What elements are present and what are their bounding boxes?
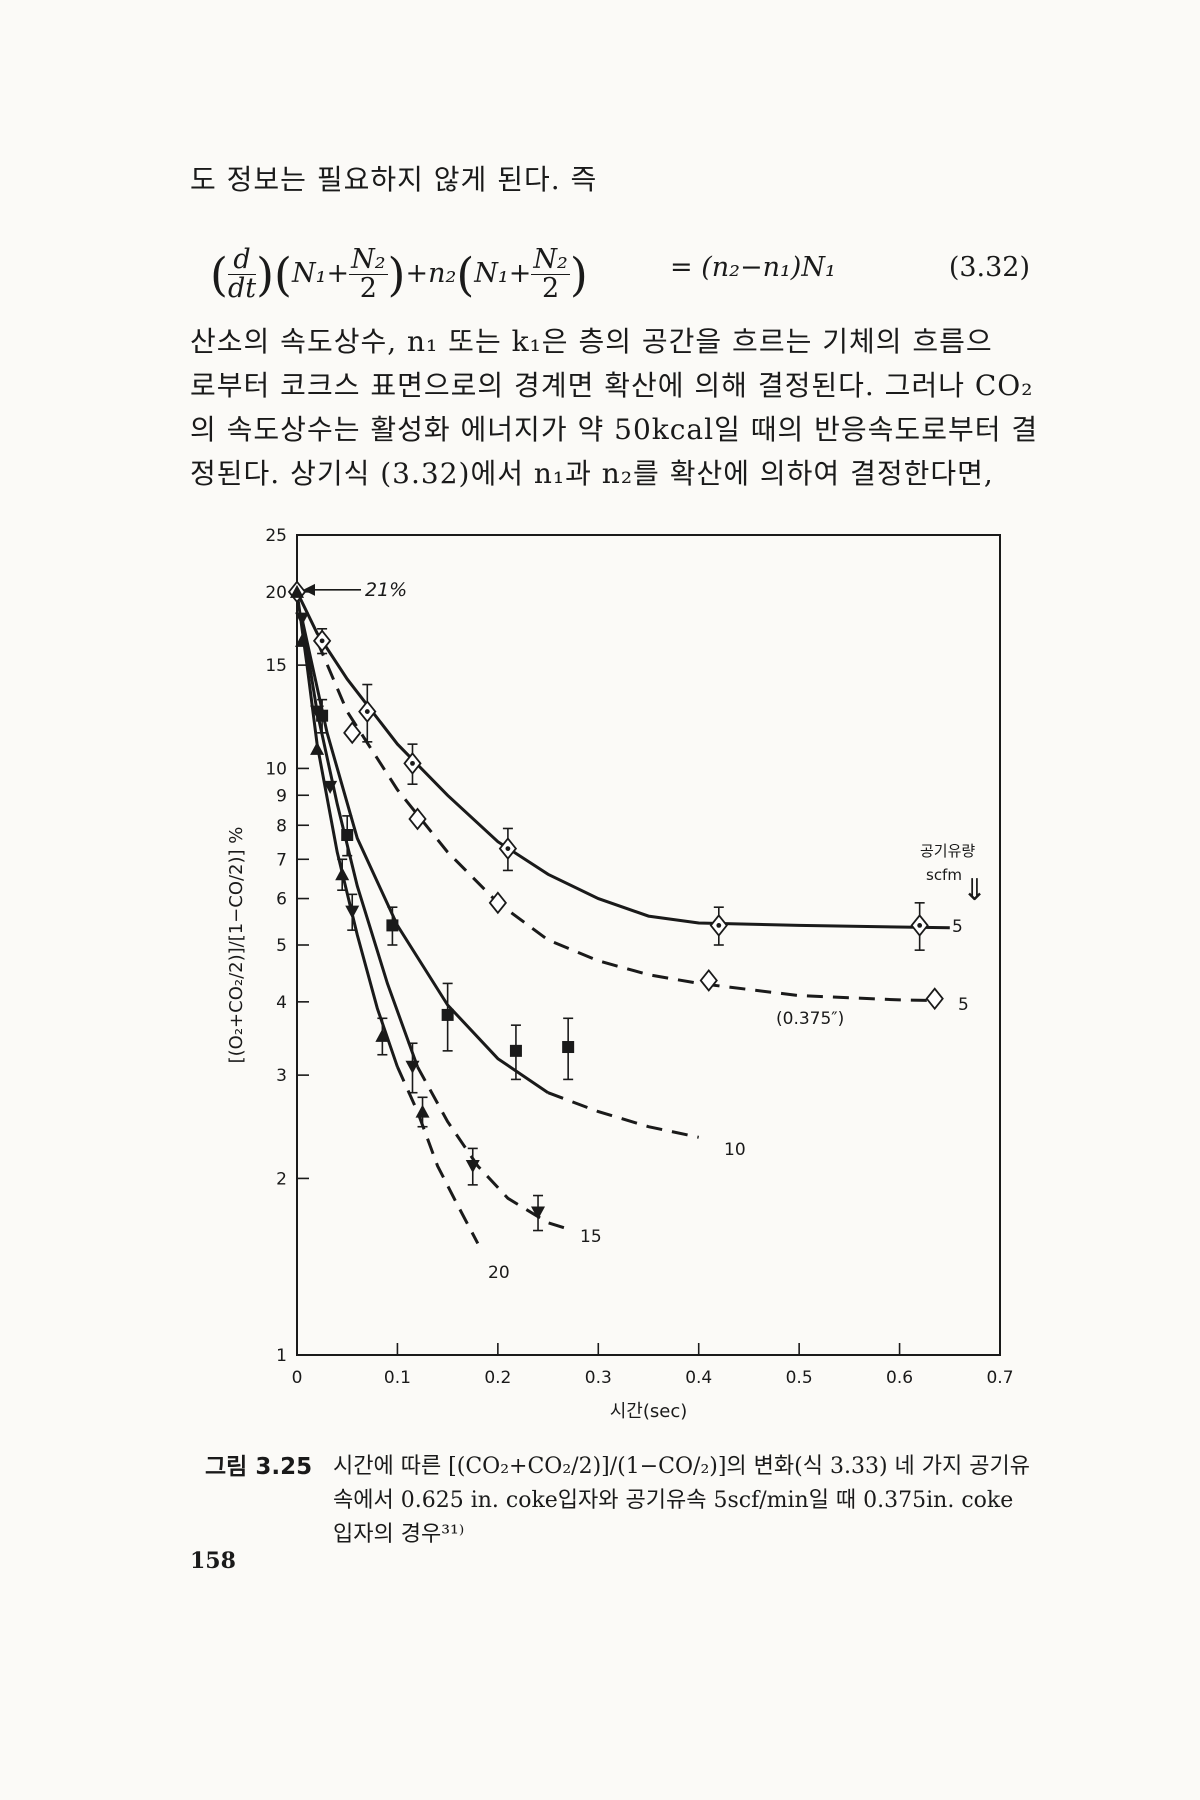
diamond-marker: [925, 987, 944, 1011]
term-n1: N₁+: [292, 258, 350, 289]
equation-3-32: (d dt)(N₁+ N₂ 2)+n₂(N₁+ N₂ 2) = (n₂−n₁)N₁ (3.…: [210, 232, 1030, 306]
y-axis-label: [(O₂+CO₂/2)]/[1−CO/2)] %: [226, 827, 247, 1064]
paragraph-line-2: 로부터 코크스 표면으로의 경계면 확산에 의해 결정된다. 그러나 CO₂: [190, 369, 1034, 402]
diamond-marker: [699, 969, 718, 992]
diamond-center-dot: [505, 846, 511, 851]
y-tick-label: 1: [276, 1346, 287, 1366]
diamond-marker: [343, 721, 362, 745]
paragraph-line-1: 산소의 속도상수, n₁ 또는 k₁은 층의 공간을 흐르는 기체의 흐름으: [190, 325, 993, 358]
y-tick-label: 8: [276, 816, 287, 836]
diamond-center-dot: [917, 922, 923, 928]
series-end-label: 15: [580, 1227, 602, 1247]
equation-lhs: (d dt)(N₁+ N₂ 2)+n₂(N₁+ N₂ 2): [210, 244, 588, 304]
diamond-marker: [408, 807, 427, 831]
plot-frame: [296, 534, 1001, 1356]
series-line-0: [295, 591, 950, 930]
triangle-down-marker: [310, 705, 325, 719]
series-line-1: [315, 640, 940, 1003]
triangle-up-marker: [375, 1028, 390, 1042]
y-tick-label: 25: [265, 526, 287, 546]
y-tick-label: 6: [276, 890, 287, 910]
triangle-up-marker: [415, 1104, 430, 1118]
legend-flow-unit: scfm: [926, 866, 962, 884]
paragraph-line-3: 의 속도상수는 활성화 에너지가 약 50kcal일 때의 반응속도로부터 결: [190, 413, 1039, 446]
caption-label: 그림 3.25: [205, 1454, 313, 1480]
series-line-dashed-2: [547, 1091, 700, 1139]
y-tick-label: 10: [265, 759, 287, 779]
x-tick-label: 0: [292, 1368, 303, 1388]
series-line-solid-4: [295, 591, 399, 1068]
intro-line: 도 정보는 필요하지 않게 된다. 즉: [190, 163, 598, 196]
square-marker: [441, 1008, 454, 1021]
x-tick-label: 0.1: [384, 1368, 411, 1388]
annotation-21-percent: 21%: [365, 579, 407, 601]
y-tick-label: 7: [276, 850, 287, 870]
series-end-label: 10: [724, 1140, 746, 1160]
caption-text: 시간에 따른 [(CO₂+CO₂/2)]/(1−CO/₂)]의 변화(식 3.3…: [333, 1454, 1030, 1547]
series-end-label: 5: [952, 917, 963, 937]
triangle-up-marker: [290, 584, 304, 598]
diamond-center-dot: [410, 760, 415, 766]
equation-rhs: = (n₂−n₁)N₁: [670, 252, 836, 283]
triangle-up-marker: [295, 633, 310, 647]
series-end-label: 20: [488, 1263, 510, 1283]
triangle-down-marker: [531, 1206, 546, 1220]
series-end-label: 5: [958, 995, 969, 1015]
y-tick-label: 5: [276, 936, 287, 956]
y-tick-label: 20: [265, 583, 287, 603]
triangle-down-marker: [405, 1060, 420, 1074]
annotation-arrowhead: [303, 583, 315, 596]
particle-size-label: (0.375″): [776, 1009, 844, 1029]
y-tick-label: 9: [276, 786, 287, 806]
figure-caption: 그림 3.25 시간에 따른 [(CO₂+CO₂/2)]/(1−CO/₂)]의 …: [205, 1450, 1035, 1547]
triangle-down-marker: [295, 612, 310, 626]
x-tick-label: 0.6: [886, 1368, 913, 1388]
diamond-center-dot: [364, 709, 370, 714]
legend-arrow-icon: ⇓: [962, 873, 987, 908]
series-line-dashed-4: [396, 1066, 480, 1245]
paragraph-line-4: 정된다. 상기식 (3.32)에서 n₁과 n₂를 확산에 의하여 결정한다면,: [190, 457, 994, 490]
x-tick-label: 0.2: [484, 1368, 511, 1388]
y-tick-label: 2: [276, 1169, 287, 1189]
square-marker: [386, 919, 399, 932]
series-line-dashed-3: [416, 1066, 569, 1231]
equation-number: (3.32): [948, 252, 1030, 283]
triangle-down-marker: [345, 905, 360, 919]
y-tick-label: 4: [276, 993, 287, 1013]
triangle-up-marker: [335, 867, 350, 881]
diamond-center-dot: [716, 922, 722, 928]
y-tick-label: 3: [276, 1066, 287, 1086]
page-number: 158: [190, 1548, 236, 1574]
x-tick-label: 0.4: [685, 1368, 712, 1388]
triangle-down-marker: [465, 1159, 480, 1173]
diamond-center-dot: [319, 638, 325, 644]
x-tick-label: 0.7: [986, 1368, 1013, 1388]
square-marker: [341, 829, 354, 842]
square-marker: [562, 1041, 575, 1054]
triangle-down-marker: [323, 780, 338, 794]
square-marker: [509, 1044, 522, 1057]
x-axis-label: 시간(sec): [610, 1401, 688, 1422]
diamond-marker: [488, 891, 508, 915]
x-tick-label: 0.3: [585, 1368, 612, 1388]
y-tick-label: 15: [265, 656, 287, 676]
term-n2: +n₂: [405, 258, 457, 289]
legend-flow-header: 공기유량: [920, 842, 975, 860]
x-tick-label: 0.5: [786, 1368, 813, 1388]
triangle-up-marker: [310, 741, 325, 755]
derivative-fraction: d dt: [227, 244, 257, 304]
